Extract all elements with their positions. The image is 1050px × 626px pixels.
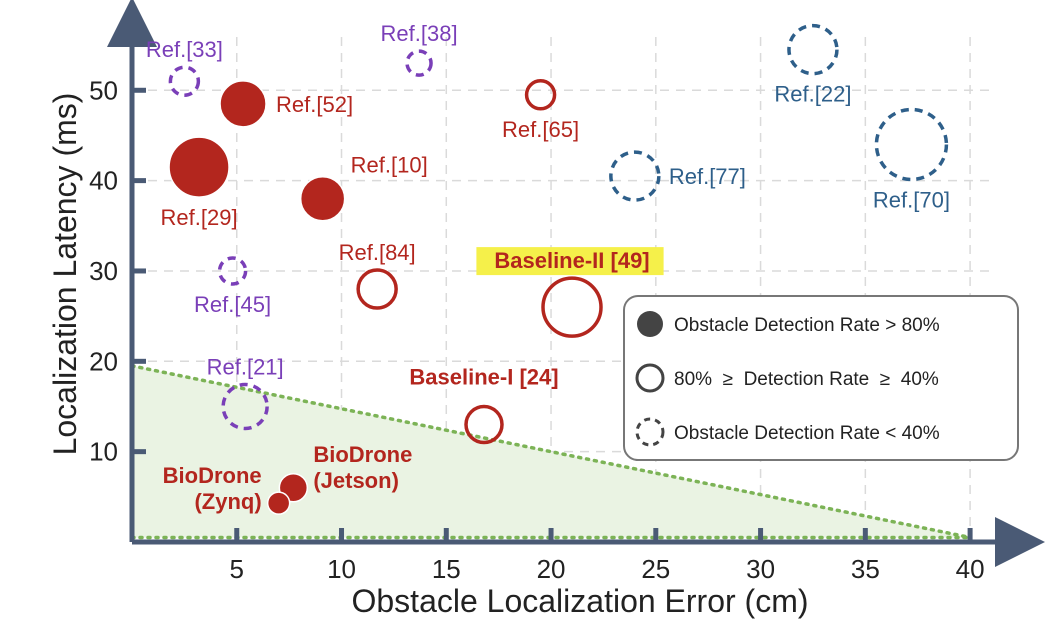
point-label: Ref.[70] [873,187,950,212]
data-point [405,49,433,77]
point-label: BioDrone [163,463,262,488]
region-boundary [130,364,972,540]
point-label: Ref.[10] [351,153,428,178]
point-label: Baseline-II [49] [494,248,649,273]
point-label: Ref.[21] [207,354,284,379]
legend-marker [635,417,665,447]
data-point [266,491,291,515]
y-tick-label: 50 [89,75,118,105]
point-labels: Ref.[33] Ref.[38] Ref.[52] Ref.[29] Ref.[10]… [146,21,950,514]
point-label: (Zynq) [194,489,261,514]
data-point [168,136,230,198]
point-label: Ref.[29] [161,205,238,230]
data-point [874,107,949,182]
x-tick-label: 30 [746,554,775,584]
legend-label: 80% ≥ Detection Rate ≥ 40% [674,369,939,390]
data-point [217,256,248,286]
data-point [356,268,398,310]
data-point [219,80,267,128]
data-point [299,175,346,222]
data-point [524,79,557,111]
y-tick-label: 30 [89,256,118,286]
x-tick-label: 40 [956,554,985,584]
legend: Obstacle Detection Rate > 80% 80% ≥ Detec… [623,295,1019,461]
y-tick-label: 20 [89,346,118,376]
legend-label: Obstacle Detection Rate > 80% [674,315,940,336]
data-point [787,23,839,76]
data-point [168,65,201,97]
label-highlight [476,247,664,276]
x-tick-label: 5 [230,554,244,584]
y-axis-title: Localization Latency (ms) [47,93,83,456]
point-label: Ref.[52] [276,92,353,117]
point-label: Baseline-I [24] [409,365,558,390]
legend-marker [637,311,663,337]
data-point [464,404,504,445]
x-tick-label: 25 [641,554,670,584]
x-tick-label: 15 [432,554,461,584]
point-label: (Jetson) [313,468,399,493]
y-tick-label: 10 [89,437,118,467]
x-tick-label: 20 [537,554,566,584]
point-label: Ref.[45] [194,292,271,317]
x-tick-label: 35 [851,554,880,584]
x-tick-label: 10 [327,554,356,584]
point-label: Ref.[84] [339,240,416,265]
point-label: Ref.[65] [502,117,579,142]
point-label: Ref.[22] [774,82,851,107]
axes: 5 10 15 20 25 30 35 40 10 20 30 40 50 [89,0,1045,584]
legend-box [623,295,1019,461]
point-label: BioDrone [313,442,412,467]
data-points [168,23,949,515]
legend-marker [635,363,665,393]
point-label: Ref.[77] [669,164,746,189]
point-label: Ref.[38] [381,21,458,46]
data-point [609,150,661,202]
data-point [221,382,269,431]
point-label: Ref.[33] [146,37,223,62]
legend-label: Obstacle Detection Rate < 40% [674,423,940,444]
data-point [541,276,603,338]
y-tick-label: 40 [89,166,118,196]
x-axis-title: Obstacle Localization Error (cm) [351,583,808,619]
